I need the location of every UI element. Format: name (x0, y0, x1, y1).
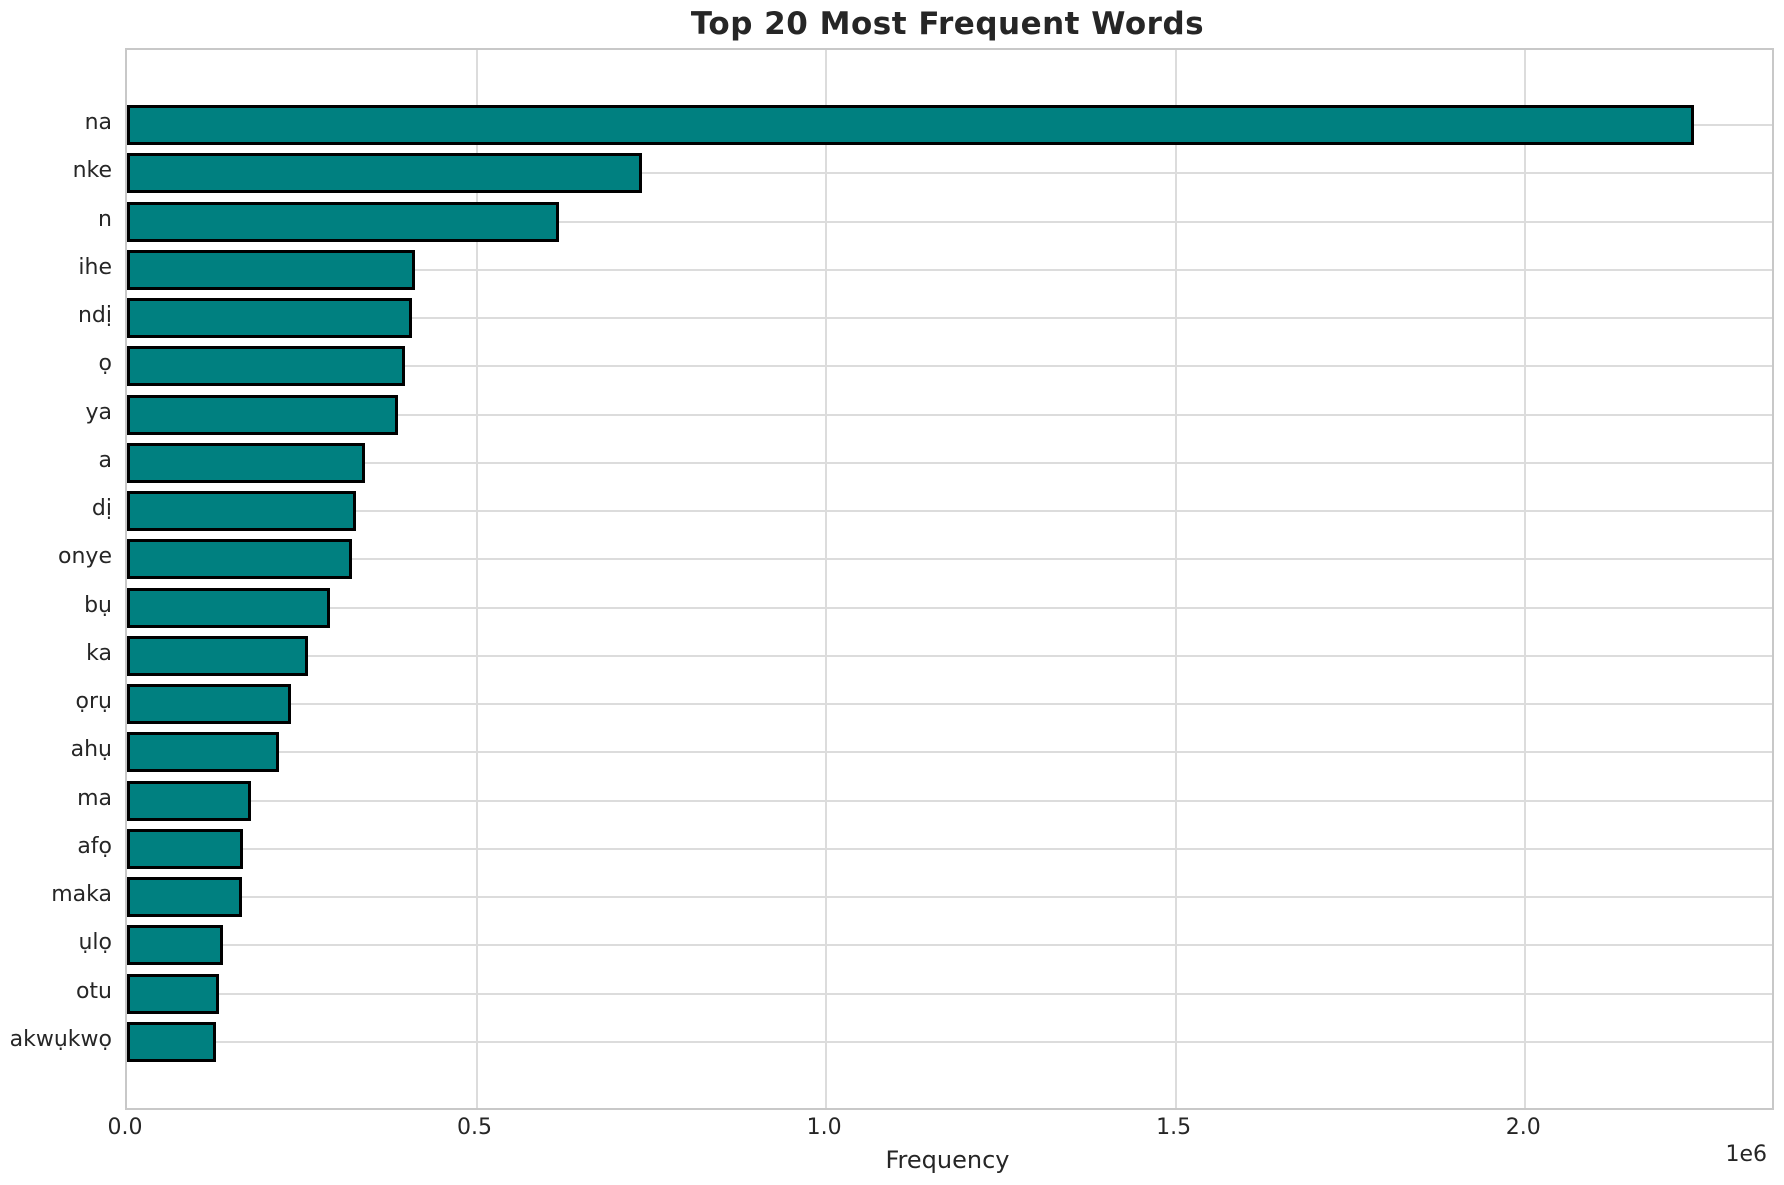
bar (127, 394, 398, 435)
y-gridline (127, 510, 1772, 513)
bar (127, 201, 560, 242)
bar (127, 249, 416, 290)
plot-area (125, 48, 1774, 1110)
chart-title: Top 20 Most Frequent Words (690, 6, 1205, 42)
bar (127, 491, 356, 532)
y-tick-label: ya (85, 399, 112, 425)
y-tick-label: afọ (77, 833, 112, 859)
x-gridline (1174, 50, 1177, 1108)
y-tick-label: ụlọ (78, 930, 112, 956)
x-tick-label: 0.0 (107, 1115, 143, 1140)
y-tick-label: ọrụ (75, 689, 112, 715)
y-tick-label: ahụ (70, 737, 112, 763)
y-gridline (127, 317, 1772, 320)
y-tick-label: na (84, 110, 112, 135)
x-tick-label: 1.0 (806, 1115, 842, 1140)
y-gridline (127, 992, 1772, 995)
y-gridline (127, 220, 1772, 223)
y-tick-label: ndị (77, 303, 112, 329)
y-gridline (127, 606, 1772, 609)
y-gridline (127, 799, 1772, 802)
x-tick-label: 0.5 (457, 1115, 493, 1140)
axis-offset-label: 1e6 (1725, 1142, 1767, 1167)
y-gridline (127, 461, 1772, 464)
y-tick-label: a (98, 447, 112, 473)
bar (127, 346, 405, 387)
y-tick-label: nke (72, 158, 112, 184)
x-gridline (475, 50, 478, 1108)
bar (127, 732, 280, 773)
y-gridline (127, 268, 1772, 271)
bar (127, 925, 223, 966)
bar (127, 973, 220, 1014)
y-tick-label: bụ (84, 592, 112, 618)
bar (127, 780, 252, 821)
x-tick-label: 1.5 (1156, 1115, 1192, 1140)
y-gridline (127, 172, 1772, 175)
bar (127, 539, 353, 580)
y-gridline (127, 944, 1772, 947)
y-tick-label: akwụkwọ (9, 1026, 112, 1052)
y-tick-label: maka (51, 882, 112, 908)
y-gridline (127, 1040, 1772, 1043)
bar (127, 684, 291, 725)
y-gridline (127, 558, 1772, 561)
y-gridline (127, 751, 1772, 754)
y-tick-label: n (98, 206, 112, 232)
y-tick-label: onye (58, 544, 112, 570)
y-gridline (127, 365, 1772, 368)
bar (127, 298, 413, 339)
y-tick-label: ma (77, 785, 112, 811)
bar (127, 105, 1695, 145)
y-tick-label: dị (91, 496, 112, 522)
bar (127, 1021, 216, 1062)
x-gridline (825, 50, 828, 1108)
x-gridline (1524, 50, 1527, 1108)
y-tick-label: ọ (98, 351, 112, 377)
y-tick-label: ka (86, 640, 112, 666)
bar (127, 153, 643, 194)
bar (127, 587, 331, 628)
y-tick-label: otu (75, 978, 112, 1004)
bar (127, 828, 244, 869)
bar (127, 877, 243, 918)
y-gridline (127, 703, 1772, 706)
x-axis-label: Frequency (885, 1146, 1010, 1174)
y-gridline (127, 896, 1772, 899)
y-gridline (127, 413, 1772, 416)
y-gridline (127, 654, 1772, 657)
bar (127, 442, 366, 483)
x-tick-label: 2.0 (1505, 1115, 1541, 1140)
y-gridline (127, 847, 1772, 850)
y-tick-label: ihe (78, 254, 112, 280)
bar (127, 635, 309, 676)
